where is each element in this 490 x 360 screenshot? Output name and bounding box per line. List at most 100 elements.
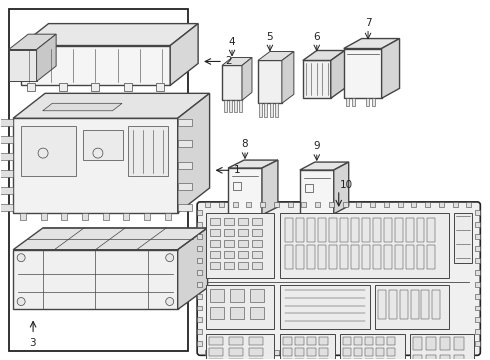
Bar	[270, 103, 273, 117]
Bar	[275, 103, 278, 117]
Bar	[249, 348, 263, 356]
Bar	[394, 245, 403, 269]
Bar	[384, 350, 389, 355]
Bar	[246, 350, 251, 355]
Polygon shape	[222, 66, 242, 100]
Text: 10: 10	[340, 180, 353, 190]
Bar	[354, 337, 362, 345]
Bar	[425, 350, 430, 355]
Bar	[416, 245, 424, 269]
Bar	[329, 202, 334, 207]
Bar	[475, 329, 480, 334]
Bar	[229, 100, 232, 112]
Bar	[206, 334, 274, 360]
Bar	[239, 100, 242, 112]
Bar	[387, 337, 394, 345]
Polygon shape	[300, 170, 334, 214]
Bar	[416, 218, 424, 242]
Polygon shape	[382, 39, 399, 98]
Bar	[260, 202, 265, 207]
Bar	[238, 229, 248, 236]
Bar	[410, 334, 474, 360]
Bar	[224, 229, 234, 236]
Bar	[224, 100, 226, 112]
Bar	[389, 289, 396, 319]
Bar	[285, 245, 293, 269]
Bar	[441, 355, 450, 360]
Bar	[475, 293, 480, 298]
Bar	[0, 136, 13, 143]
Bar	[156, 84, 164, 91]
Polygon shape	[9, 34, 56, 50]
Bar	[318, 245, 326, 269]
Bar	[238, 240, 248, 247]
Bar	[210, 262, 220, 269]
Bar	[252, 251, 262, 258]
Polygon shape	[9, 50, 37, 81]
Bar	[318, 218, 326, 242]
Bar	[406, 245, 414, 269]
Bar	[351, 245, 359, 269]
Bar	[178, 183, 192, 190]
Bar	[83, 130, 123, 160]
Bar	[413, 355, 422, 360]
Bar	[397, 350, 403, 355]
Bar	[285, 218, 293, 242]
Bar	[346, 98, 349, 106]
Bar	[343, 202, 347, 207]
Bar	[365, 337, 372, 345]
Bar	[197, 282, 202, 287]
Bar	[376, 359, 384, 360]
Bar	[475, 210, 480, 215]
Bar	[384, 218, 392, 242]
Bar	[340, 218, 348, 242]
Bar	[238, 251, 248, 258]
Bar	[439, 202, 444, 207]
Polygon shape	[21, 24, 198, 45]
Polygon shape	[303, 50, 345, 60]
Bar	[252, 229, 262, 236]
Bar	[378, 289, 386, 319]
Bar	[370, 202, 375, 207]
Bar	[439, 350, 444, 355]
Bar	[362, 245, 369, 269]
Bar	[399, 289, 408, 319]
Bar	[387, 348, 394, 356]
Polygon shape	[178, 228, 208, 310]
Bar	[343, 350, 347, 355]
Bar	[123, 213, 129, 220]
Text: 8: 8	[242, 139, 248, 149]
Text: 2: 2	[225, 57, 232, 67]
Polygon shape	[303, 60, 331, 98]
Bar	[421, 289, 429, 319]
Bar	[274, 350, 279, 355]
Bar	[205, 202, 210, 207]
Bar	[197, 293, 202, 298]
Bar	[210, 229, 220, 236]
Bar	[412, 202, 416, 207]
Bar	[197, 258, 202, 263]
Bar	[92, 84, 99, 91]
Bar	[209, 348, 223, 356]
Bar	[343, 348, 351, 356]
Polygon shape	[37, 34, 56, 81]
Bar	[209, 359, 223, 360]
Bar	[230, 306, 244, 319]
Bar	[197, 329, 202, 334]
Bar	[315, 202, 320, 207]
Bar	[41, 213, 47, 220]
Polygon shape	[228, 168, 262, 215]
Bar	[0, 170, 13, 177]
Bar	[329, 245, 337, 269]
Bar	[0, 153, 13, 160]
Bar	[319, 359, 328, 360]
Bar	[375, 285, 449, 329]
Bar	[453, 350, 458, 355]
Bar	[354, 359, 362, 360]
Polygon shape	[343, 49, 382, 98]
Bar	[319, 348, 328, 356]
Bar	[325, 214, 328, 224]
Text: 1: 1	[234, 165, 240, 175]
Bar	[329, 350, 334, 355]
Bar	[319, 337, 328, 345]
